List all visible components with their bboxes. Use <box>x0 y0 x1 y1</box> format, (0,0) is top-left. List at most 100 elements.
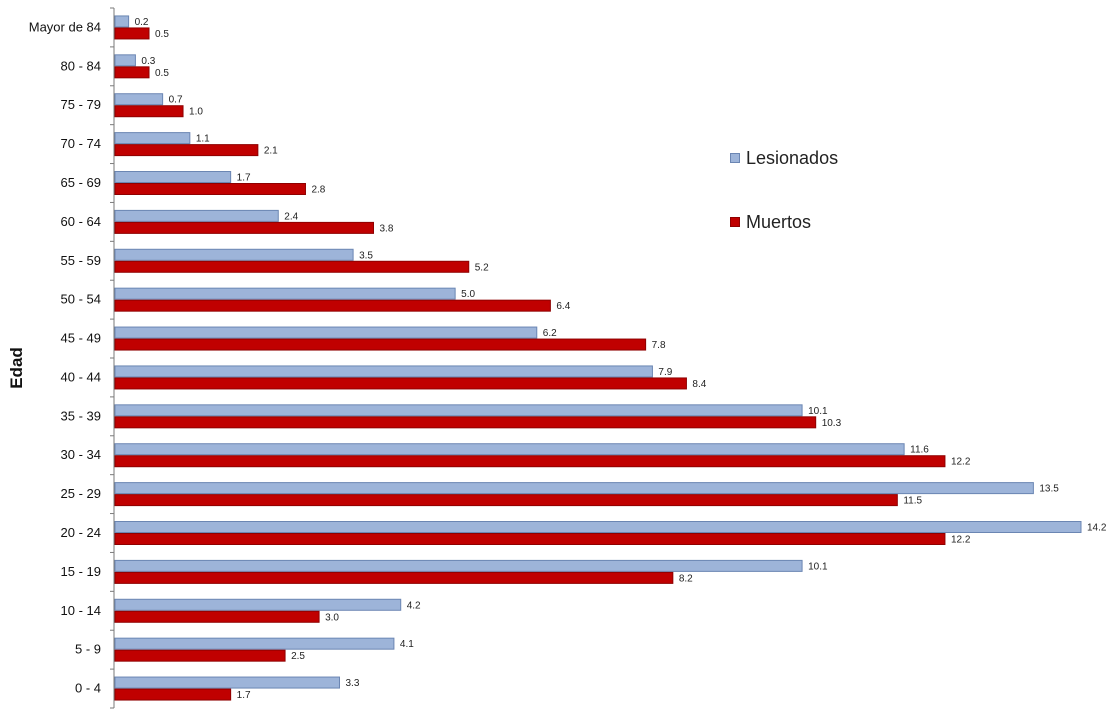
bar-lesionados-35-39 <box>114 404 803 417</box>
legend-item-muertos: Muertos <box>730 210 838 234</box>
category-label-35-39: 35 - 39 <box>61 408 101 423</box>
bar-lesionados-20-24 <box>114 521 1082 533</box>
value-labels: 0.20.50.30.50.71.01.12.11.72.82.43.83.55… <box>135 17 1107 701</box>
category-label-5-9: 5 - 9 <box>75 642 101 657</box>
bar-muertos-25-29 <box>114 494 898 507</box>
data-label-muertos-50-54: 6.4 <box>556 301 570 312</box>
bar-lesionados-50-54 <box>114 287 456 300</box>
bar-muertos-40-44 <box>114 377 687 390</box>
bar-muertos-60-64 <box>114 221 375 234</box>
category-label-mayor-de-84: Mayor de 84 <box>29 19 101 34</box>
data-label-lesionados-15-19: 10.1 <box>808 561 828 572</box>
category-label-30-34: 30 - 34 <box>61 447 101 462</box>
bar-lesionados-5-9 <box>114 637 395 650</box>
data-label-muertos-75-79: 1.0 <box>189 107 203 118</box>
ticks-layer <box>110 7 114 709</box>
category-label-75-79: 75 - 79 <box>61 97 101 112</box>
data-label-lesionados-55-59: 3.5 <box>359 250 373 261</box>
data-label-lesionados-35-39: 10.1 <box>808 406 828 417</box>
data-label-lesionados-30-34: 11.6 <box>910 445 929 456</box>
data-label-lesionados-5-9: 4.1 <box>400 639 414 650</box>
category-label-70-74: 70 - 74 <box>61 136 101 151</box>
bar-lesionados-25-29 <box>114 482 1034 495</box>
data-label-muertos-35-39: 10.3 <box>822 418 842 429</box>
data-label-muertos-45-49: 7.8 <box>652 340 666 351</box>
category-label-25-29: 25 - 29 <box>61 486 101 501</box>
category-label-15-19: 15 - 19 <box>61 564 101 579</box>
category-label-60-64: 60 - 64 <box>61 214 101 229</box>
data-label-muertos-25-29: 11.5 <box>903 496 922 507</box>
category-label-65-69: 65 - 69 <box>61 175 101 190</box>
data-label-muertos-80-84: 0.5 <box>155 68 169 79</box>
data-label-lesionados-80-84: 0.3 <box>141 56 155 67</box>
legend-swatch-lesionados <box>730 153 740 163</box>
bar-muertos-50-54 <box>114 299 551 312</box>
data-label-muertos-5-9: 2.5 <box>291 651 305 662</box>
data-label-lesionados-40-44: 7.9 <box>658 367 672 378</box>
bar-lesionados-80-84 <box>114 54 136 67</box>
bar-muertos-55-59 <box>114 260 470 273</box>
category-label-55-59: 55 - 59 <box>61 253 101 268</box>
bar-lesionados-30-34 <box>114 443 905 456</box>
legend: Lesionados Muertos <box>730 146 838 274</box>
bar-lesionados-70-74 <box>114 132 191 145</box>
data-label-muertos-55-59: 5.2 <box>475 262 489 273</box>
legend-item-lesionados: Lesionados <box>730 146 838 170</box>
category-label-45-49: 45 - 49 <box>61 331 101 346</box>
bar-muertos-45-49 <box>114 338 647 351</box>
data-label-lesionados-25-29: 13.5 <box>1039 484 1059 495</box>
data-label-muertos-65-69: 2.8 <box>311 185 325 196</box>
category-label-50-54: 50 - 54 <box>61 292 101 307</box>
data-label-lesionados-mayor-de-84: 0.2 <box>135 17 149 28</box>
data-label-muertos-20-24: 12.2 <box>951 535 971 546</box>
bar-muertos-70-74 <box>114 144 259 157</box>
data-label-lesionados-70-74: 1.1 <box>196 134 210 145</box>
bar-lesionados-mayor-de-84 <box>114 15 130 28</box>
data-label-muertos-15-19: 8.2 <box>679 573 693 584</box>
bar-lesionados-0-4 <box>114 676 340 689</box>
bar-muertos-80-84 <box>114 66 150 79</box>
data-label-muertos-40-44: 8.4 <box>692 379 706 390</box>
y-axis-title: Edad <box>7 347 26 389</box>
category-label-10-14: 10 - 14 <box>61 603 101 618</box>
data-label-muertos-0-4: 1.7 <box>237 690 251 701</box>
data-label-muertos-mayor-de-84: 0.5 <box>155 29 169 40</box>
bar-muertos-10-14 <box>114 610 320 623</box>
bar-muertos-30-34 <box>114 455 946 468</box>
data-label-lesionados-45-49: 6.2 <box>543 328 557 339</box>
data-label-muertos-10-14: 3.0 <box>325 612 339 623</box>
bar-muertos-15-19 <box>114 571 674 584</box>
bars-layer <box>114 15 1082 701</box>
bar-muertos-mayor-de-84 <box>114 27 150 40</box>
bar-lesionados-55-59 <box>114 248 354 261</box>
legend-label-lesionados: Lesionados <box>746 147 839 168</box>
data-label-lesionados-75-79: 0.7 <box>169 95 183 106</box>
bar-lesionados-60-64 <box>114 209 279 222</box>
bar-lesionados-40-44 <box>114 365 653 378</box>
data-label-lesionados-10-14: 4.2 <box>407 600 421 611</box>
bar-muertos-0-4 <box>114 688 232 701</box>
bar-lesionados-45-49 <box>114 326 538 339</box>
category-labels: Mayor de 84 80 - 84 75 - 79 70 - 74 65 - 69 6… <box>29 19 101 695</box>
bar-lesionados-65-69 <box>114 171 232 183</box>
bar-muertos-35-39 <box>114 416 817 429</box>
bar-lesionados-15-19 <box>114 559 803 572</box>
category-label-80-84: 80 - 84 <box>61 58 101 73</box>
category-label-0-4: 0 - 4 <box>75 681 101 696</box>
data-label-lesionados-60-64: 2.4 <box>284 211 298 222</box>
bar-muertos-75-79 <box>114 105 184 118</box>
data-label-lesionados-65-69: 1.7 <box>237 173 251 184</box>
data-label-lesionados-50-54: 5.0 <box>461 289 475 300</box>
data-label-lesionados-20-24: 14.2 <box>1087 523 1107 534</box>
bar-muertos-20-24 <box>114 533 946 545</box>
bar-lesionados-75-79 <box>114 93 164 106</box>
category-label-20-24: 20 - 24 <box>61 525 101 540</box>
data-label-lesionados-0-4: 3.3 <box>345 678 359 689</box>
data-label-muertos-30-34: 12.2 <box>951 457 971 468</box>
category-label-40-44: 40 - 44 <box>61 369 101 384</box>
data-label-muertos-70-74: 2.1 <box>264 146 278 157</box>
bar-muertos-5-9 <box>114 649 286 662</box>
data-label-muertos-60-64: 3.8 <box>380 223 394 234</box>
legend-label-muertos: Muertos <box>746 211 812 232</box>
